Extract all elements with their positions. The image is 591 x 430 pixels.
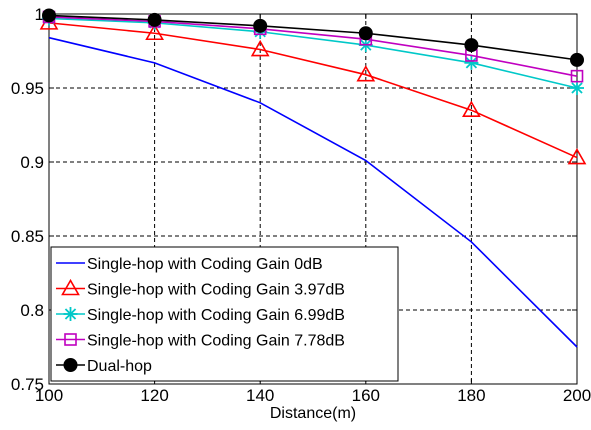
x-tick-label: 100 (35, 386, 63, 405)
marker-asterisk-stroke (571, 82, 583, 94)
data-point-series-2 (250, 39, 270, 57)
marker-circle (358, 26, 373, 41)
data-point-series-5 (147, 12, 162, 27)
marker-triangle (567, 147, 587, 165)
data-point-series-3 (464, 55, 479, 70)
legend-entry-label: Single-hop with Coding Gain 0dB (87, 256, 323, 273)
marker-asterisk-stroke (465, 57, 478, 69)
legend-marker (61, 278, 80, 296)
series-line-4 (48, 16, 578, 77)
y-tick-label: 0.75 (11, 375, 44, 394)
legend-entry-label: Single-hop with Coding Gain 6.99dB (87, 307, 345, 324)
data-point-series-2 (567, 147, 587, 165)
data-point-series-4 (570, 69, 584, 83)
data-point-series-5 (570, 52, 584, 67)
x-tick-label: 180 (457, 386, 485, 405)
legend-marker (63, 358, 78, 372)
y-tick-label: 0.9 (20, 153, 44, 172)
marker-circle (63, 358, 78, 372)
series-line-3 (48, 17, 578, 89)
marker-triangle (462, 100, 481, 117)
marker-triangle (250, 39, 270, 57)
legend-entry-label: Single-hop with Coding Gain 3.97dB (87, 282, 345, 299)
series-lines (39, 8, 587, 348)
marker-triangle (356, 65, 376, 82)
axes: 100 120 140 160 180 200 0.75 0.8 0.85 0.9 0.95 1 (11, 5, 591, 405)
legend-entry-label: Single-hop with Coding Gain 7.78dB (87, 333, 345, 350)
legend-marker (64, 333, 77, 346)
data-point-series-3 (570, 81, 584, 95)
y-tick-label: 0.95 (11, 79, 44, 98)
marker-circle (147, 12, 162, 27)
data-point-series-2 (145, 23, 164, 41)
series-line-5 (48, 14, 578, 61)
data-point-series-5 (358, 26, 373, 41)
data-point-series-5 (253, 18, 268, 33)
y-tick-label: 0.85 (11, 227, 44, 246)
y-tick-label: 0.8 (20, 301, 44, 320)
marker-triangle (145, 23, 164, 41)
x-tick-label: 200 (563, 386, 591, 405)
legend-marker (63, 307, 78, 321)
data-point-series-5 (464, 38, 479, 53)
marker-asterisk-stroke (64, 308, 77, 320)
marker-circle (253, 18, 268, 33)
marker-circle (570, 52, 584, 67)
legend: Single-hop with Coding Gain 0dB Single-ho… (50, 246, 399, 382)
data-point-series-2 (462, 100, 481, 117)
data-point-series-2 (356, 65, 376, 82)
x-tick-label: 120 (140, 386, 168, 405)
series-line-1 (48, 36, 578, 348)
y-tick-label: 1 (35, 5, 44, 24)
series-line-2 (48, 22, 578, 159)
x-axis-label: Distance(m) (270, 405, 356, 422)
x-tick-label: 140 (246, 386, 274, 405)
marker-circle (464, 38, 479, 53)
marker-circle (42, 8, 56, 23)
x-tick-label: 160 (352, 386, 380, 405)
marker-square (64, 333, 77, 346)
data-point-series-5 (42, 8, 56, 23)
legend-box (50, 246, 399, 382)
marker-square (570, 69, 584, 83)
marker-triangle (61, 278, 80, 296)
plot-frame (48, 13, 578, 385)
legend-entry-label: Dual-hop (87, 358, 152, 375)
